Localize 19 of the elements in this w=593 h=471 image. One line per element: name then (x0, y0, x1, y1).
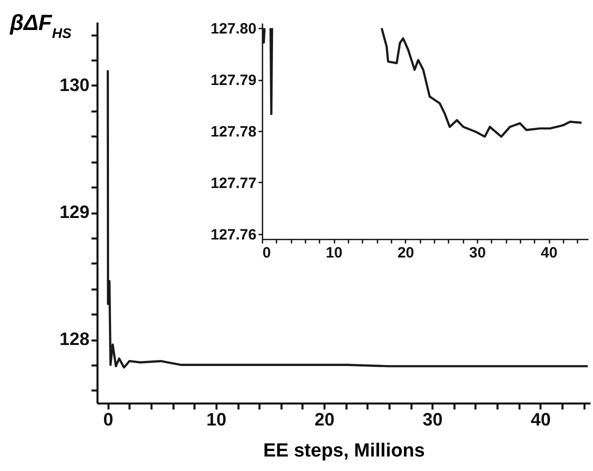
y-tick-label: 130 (59, 75, 90, 95)
y-tick-label: 127.78 (210, 124, 256, 140)
y-tick-label: 127.80 (210, 20, 256, 38)
x-tick-label: 40 (530, 410, 551, 430)
x-tick-label: 40 (540, 244, 558, 262)
x-tick-label: 0 (103, 410, 114, 430)
y-tick-label: 127.76 (210, 226, 256, 244)
y-tick-label: 127.79 (210, 72, 256, 90)
x-axis-title: EE steps, Millions (263, 440, 425, 462)
y-tick-label: 129 (59, 202, 90, 222)
x-tick-label: 30 (469, 244, 486, 262)
x-tick-label: 30 (422, 410, 443, 430)
x-tick-label: 20 (314, 410, 335, 430)
y-tick-label: 127.77 (210, 174, 256, 192)
x-tick-label: 0 (262, 244, 271, 262)
y-tick-label: 128 (59, 329, 90, 349)
x-tick-label: 20 (397, 244, 414, 262)
x-tick-label: 10 (326, 244, 342, 262)
x-tick-label: 10 (206, 410, 226, 430)
